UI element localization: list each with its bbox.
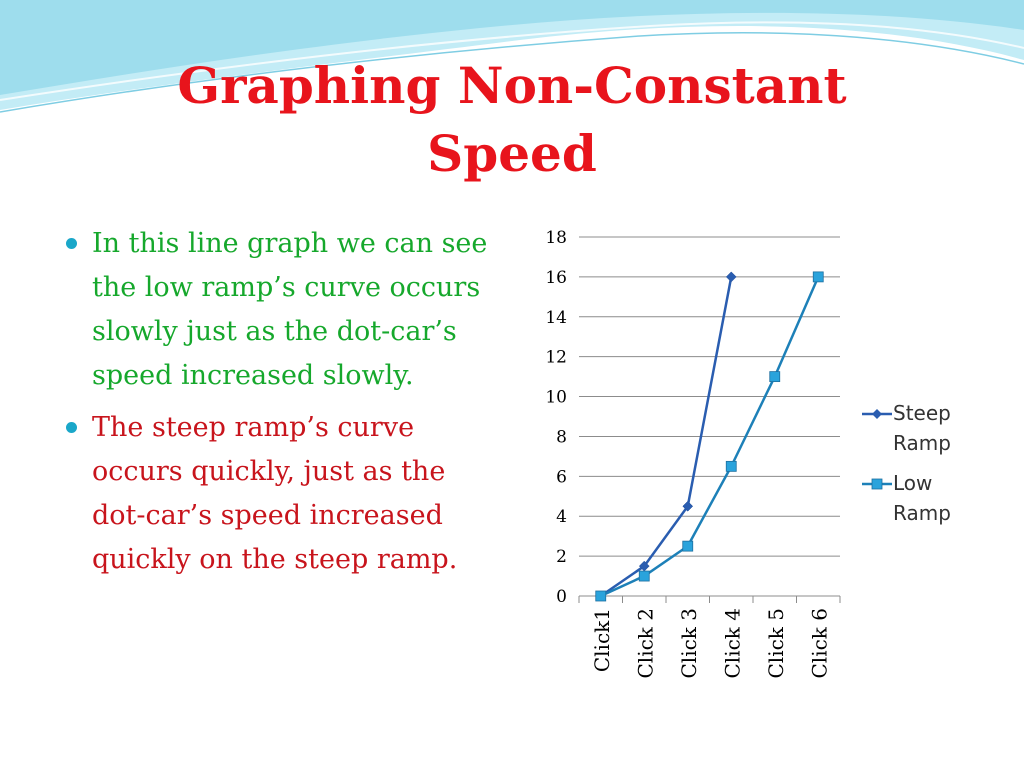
y-tick-label: 8	[556, 427, 567, 447]
y-tick-label: 16	[545, 268, 567, 288]
y-tick-label: 10	[545, 388, 567, 408]
y-tick-label: 2	[556, 547, 567, 567]
y-tick-label: 0	[556, 587, 567, 607]
slide-title-line2: Speed	[427, 124, 597, 183]
legend-label: Ramp	[893, 501, 951, 525]
data-point-square	[682, 540, 694, 552]
wave-line	[0, 32, 1024, 113]
data-point-square	[812, 271, 824, 283]
y-tick-label: 6	[556, 467, 567, 487]
y-tick-label: 4	[556, 507, 567, 527]
x-tick-label: Click 4	[720, 608, 744, 679]
legend-label: Steep	[893, 401, 951, 425]
legend-label: Low	[893, 471, 932, 495]
x-tick-label: Click 6	[807, 608, 831, 679]
line-chart: 0 2 4 6 8 10 12 14 16 18 Click1 Click 2 Click 3 Click…	[545, 228, 951, 679]
bullet-item-low-ramp: In this line graph we can see the low ra…	[62, 222, 502, 398]
bullet-dot-icon	[66, 238, 77, 249]
legend-marker-square	[871, 478, 883, 490]
x-tick-label: Click 3	[677, 608, 701, 679]
data-point-square	[595, 590, 607, 602]
x-tick-label: Click 2	[633, 608, 657, 679]
data-point-square	[638, 570, 650, 582]
wave-band-light	[0, 0, 1024, 95]
y-tick-label: 18	[545, 228, 567, 248]
legend-marker-diamond	[872, 409, 882, 419]
wave-line-2	[0, 21, 1024, 101]
y-tick-label: 12	[545, 348, 567, 368]
x-tick-label: Click1	[590, 608, 614, 672]
x-tick-label: Click 5	[764, 608, 788, 679]
slide-title: Graphing Non-Constant Speed	[40, 52, 984, 188]
data-point-square	[725, 460, 737, 472]
bullet-text-low-ramp: In this line graph we can see the low ra…	[92, 228, 488, 391]
bullet-list: In this line graph we can see the low ra…	[62, 222, 502, 590]
slide-title-line1: Graphing Non-Constant	[177, 56, 847, 115]
series-line-low-ramp	[600, 276, 820, 598]
data-point-diamond	[682, 500, 694, 512]
legend-label: Ramp	[893, 431, 951, 455]
bullet-dot-icon	[66, 422, 77, 433]
bullet-item-steep-ramp: The steep ramp’s curve occurs quickly, j…	[62, 406, 502, 582]
y-tick-label: 14	[545, 308, 567, 328]
data-point-square	[769, 371, 781, 383]
header-wave-decoration	[0, 0, 1024, 113]
data-point-diamond	[725, 271, 737, 283]
series-line-steep-ramp	[600, 276, 733, 598]
bullet-text-steep-ramp: The steep ramp’s curve occurs quickly, j…	[92, 412, 458, 575]
